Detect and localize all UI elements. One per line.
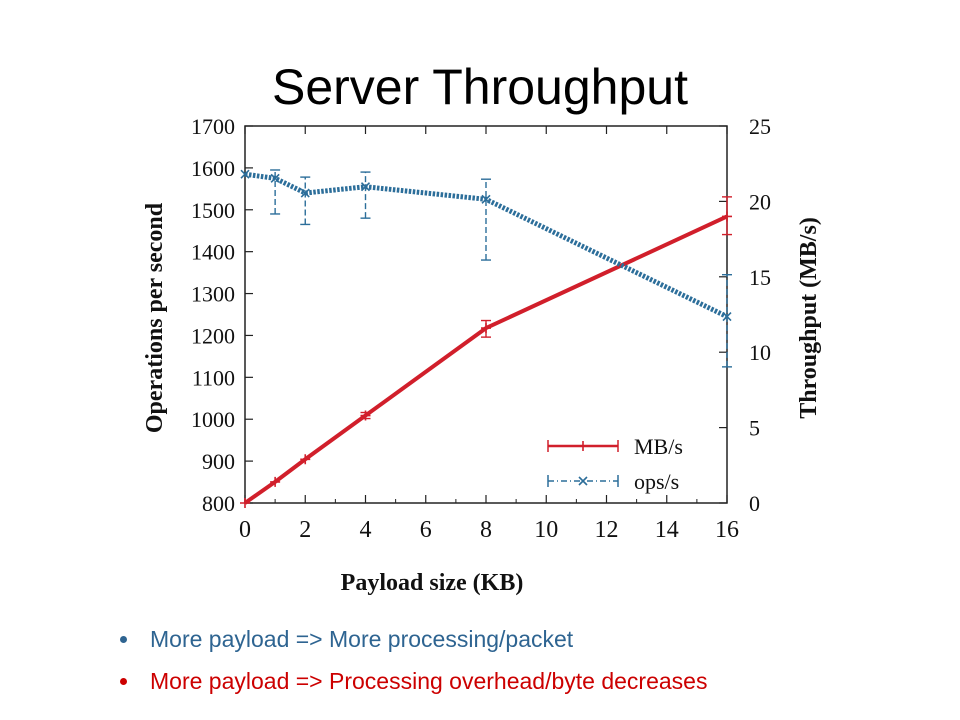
data-point (722, 312, 732, 322)
bullet-dot-icon (120, 678, 127, 685)
data-point (240, 169, 250, 179)
series-line (244, 171, 729, 319)
data-point (270, 476, 281, 487)
x-tick-label: 10 (534, 517, 558, 543)
y2-tick-label: 25 (749, 118, 771, 139)
y2-tick-label: 10 (749, 340, 771, 365)
x-tick-label: 8 (480, 517, 492, 543)
data-point (300, 188, 310, 198)
x-axis-label: Payload size (KB) (341, 570, 524, 596)
y-tick-label: 1500 (191, 198, 235, 223)
y-tick-label: 800 (202, 491, 235, 516)
x-tick-label: 6 (420, 517, 432, 543)
series-line (243, 214, 728, 505)
data-point (481, 323, 491, 334)
y-tick-label: 1700 (191, 118, 235, 139)
data-point (240, 498, 250, 508)
y2-tick-label: 0 (749, 491, 760, 516)
series-MB/s (240, 196, 732, 508)
x-tick-label: 4 (360, 517, 372, 543)
slide-title: Server Throughput (272, 59, 688, 115)
throughput-chart: 0 2 4 6 8 10 12 14 16 800 900 1000 1100 1200 1300 1400 1… (142, 118, 822, 596)
x-tick-label: 0 (239, 517, 251, 543)
data-point (481, 194, 491, 204)
x-tick-label: 2 (299, 517, 311, 543)
series-ops/s (240, 169, 732, 368)
x-tick-label: 12 (595, 517, 619, 543)
bullet-dot-icon (120, 636, 127, 643)
y-tick-label: 1400 (191, 240, 235, 265)
data-point (300, 454, 311, 465)
bullet-text: More payload => Processing overhead/byte… (150, 668, 708, 694)
bullet-item-1: More payload => More processing/packet (118, 624, 707, 666)
y2-tick-label: 5 (749, 416, 760, 441)
x-tick-label: 14 (655, 517, 679, 543)
y2-tick-label: 20 (749, 189, 771, 214)
y2-axis-label: Throughput (MB/s) (796, 217, 822, 419)
bullet-list: More payload => More processing/packet M… (118, 624, 707, 708)
y-tick-label: 900 (202, 449, 235, 474)
data-point (270, 173, 280, 183)
bullet-text: More payload => More processing/packet (150, 626, 574, 652)
legend-marker (578, 476, 588, 486)
y-tick-label: 1300 (191, 282, 235, 307)
y2-tick-label: 15 (749, 265, 771, 290)
y-tick-label: 1200 (191, 323, 235, 348)
data-point (360, 182, 371, 192)
bullet-item-2: More payload => Processing overhead/byte… (118, 666, 707, 708)
y-tick-label: 1600 (191, 156, 235, 181)
x-tick-label: 16 (715, 517, 739, 543)
y-tick-label: 1100 (192, 365, 235, 390)
y-tick-label: 1000 (191, 407, 235, 432)
data-point (722, 211, 732, 222)
legend-label: MB/s (634, 434, 683, 459)
data-point (360, 410, 371, 421)
legend-label: ops/s (634, 469, 679, 494)
y-axis-label: Operations per second (142, 202, 168, 433)
